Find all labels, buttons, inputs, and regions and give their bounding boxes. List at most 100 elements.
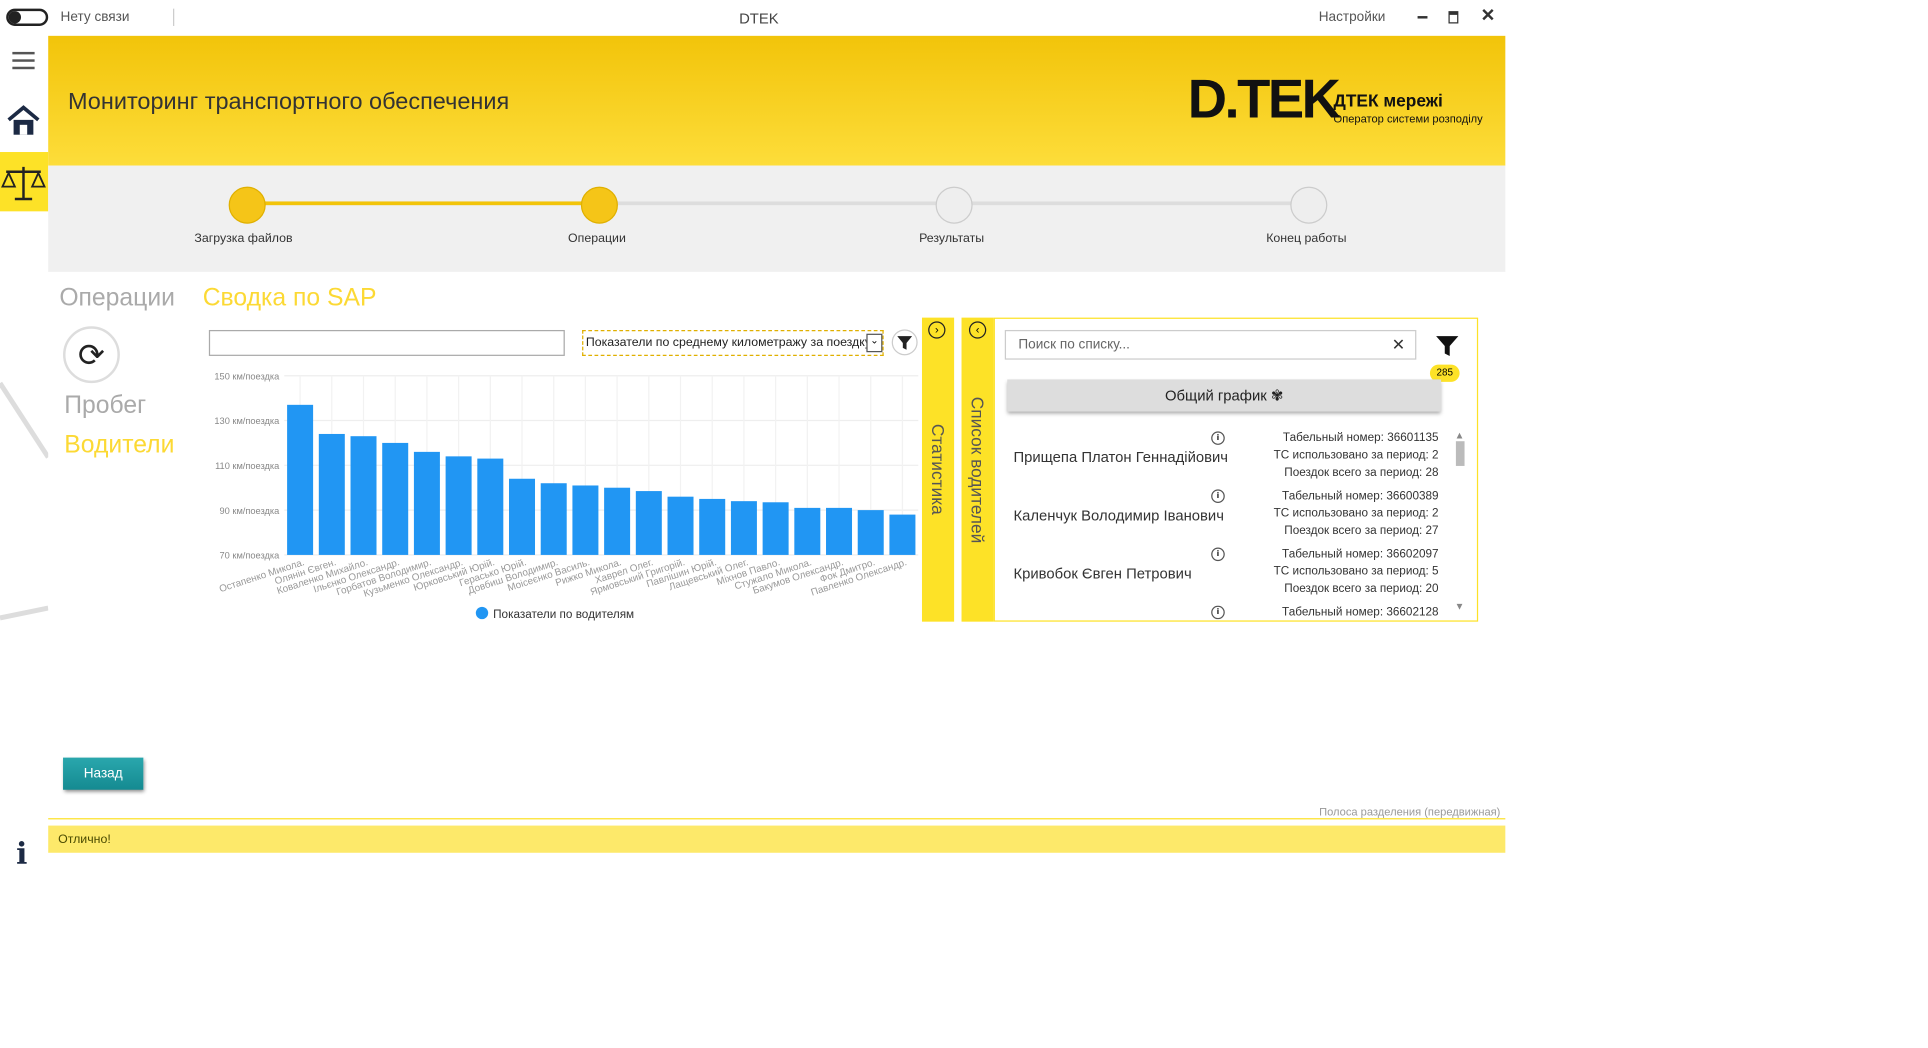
settings-button[interactable]: Настройки	[1318, 9, 1386, 25]
step-dot	[935, 186, 973, 224]
legend-label: Показатели по водителям	[493, 608, 634, 621]
bar	[604, 487, 631, 555]
close-button[interactable]: ✕	[1480, 4, 1496, 25]
count-badge: 285	[1429, 364, 1460, 382]
dropdown-value: Показатели по среднему километражу за по…	[585, 336, 872, 350]
expand-button[interactable]: ›	[928, 321, 946, 339]
bar	[794, 507, 821, 555]
decoration	[0, 381, 49, 621]
step-label: Операции	[568, 232, 626, 246]
y-tick-label: 110 км/поездка	[215, 461, 280, 471]
driver-tab: Табельный номер: 36602128	[1282, 605, 1439, 620]
info-button[interactable]: i	[16, 835, 28, 872]
dropdown-arrow[interactable]: ⌄	[866, 333, 883, 353]
scrollbar[interactable]: ▲ ▼	[1454, 430, 1465, 612]
y-tick-label: 150 км/поездка	[214, 371, 280, 381]
filter-button[interactable]	[891, 329, 918, 356]
search-input[interactable]: Поиск по списку... ✕	[1004, 329, 1417, 360]
dropdown[interactable]: Показатели по среднему километражу за по…	[582, 329, 884, 356]
clear-button[interactable]: ✕	[1391, 334, 1406, 354]
driver-tab: Табельный номер: 36600389	[1282, 489, 1439, 504]
connection-toggle[interactable]	[6, 8, 49, 26]
maximize-button[interactable]	[1448, 11, 1459, 24]
header	[48, 35, 1506, 166]
bar	[509, 478, 536, 555]
step-dot	[1290, 186, 1328, 224]
driver-name: Прищепа Платон Геннадійович	[1013, 448, 1229, 466]
y-tick-label: 90 км/поездка	[220, 506, 281, 516]
back-button[interactable]: Назад	[63, 757, 144, 790]
driver-tab: Табельный номер: 36601135	[1282, 431, 1439, 445]
brand-subtitle: Оператор системи розподілу	[1333, 112, 1483, 125]
step-dot	[580, 186, 618, 224]
status-text: Отлично!	[58, 832, 111, 847]
step-label: Загрузка файлов	[194, 232, 293, 246]
menu-button[interactable]	[12, 51, 35, 70]
driver-name: Каленчук Володимир Іванович	[1013, 506, 1224, 525]
driver-item[interactable]: i Каленчук Володимир Іванович Табельный но…	[1013, 489, 1439, 538]
drivers-panel[interactable]: Список водителей	[961, 317, 994, 622]
brand: ДТЕК мережі	[1333, 90, 1443, 110]
stats-panel-label: Статистика	[928, 424, 948, 516]
bar	[413, 451, 440, 555]
driver-tab: Табельный номер: 36602097	[1282, 547, 1439, 562]
splitter[interactable]	[48, 818, 1506, 820]
search-placeholder: Поиск по списку...	[1018, 337, 1130, 353]
window-title: DTEK	[739, 9, 779, 28]
bar	[762, 502, 789, 555]
bar	[540, 483, 567, 555]
stepper	[48, 165, 1506, 272]
drivers-list-panel: Поиск по списку... ✕ 285 Общий график ✾ ▲…	[993, 317, 1479, 622]
refresh-button[interactable]: ⟳	[63, 326, 120, 384]
driver-ts: ТС использовано за период: 2	[1273, 506, 1439, 521]
separator	[173, 8, 175, 26]
drivers-panel-label: Список водителей	[967, 396, 988, 543]
menu-item[interactable]: Пробег	[64, 391, 147, 419]
bar	[287, 404, 314, 555]
splitter-label: Полоса разделения (передвижная)	[1319, 805, 1501, 819]
tab[interactable]: Операции	[59, 284, 175, 312]
status-bar: Отлично!	[48, 825, 1506, 853]
bar	[635, 491, 662, 555]
common-chart-button[interactable]: Общий график ✾	[1007, 379, 1442, 412]
tab-active[interactable]: Сводка по SAP	[202, 284, 377, 312]
connection-status: Нету связи	[60, 9, 130, 25]
step-progress	[245, 201, 599, 206]
bar	[350, 436, 377, 555]
bar	[667, 496, 694, 555]
bar	[318, 433, 345, 555]
driver-item[interactable]: i Прищепа Платон Геннадійович Табельный но…	[1013, 431, 1439, 480]
stats-panel[interactable]: Статистика	[921, 317, 955, 622]
text-input[interactable]	[208, 329, 565, 356]
minimize-button[interactable]	[1417, 16, 1428, 19]
y-tick-label: 70 км/поездка	[220, 551, 281, 561]
driver-ts: ТС использовано за период: 5	[1273, 564, 1439, 579]
common-chart-label: Общий график	[1164, 386, 1267, 405]
step-track	[245, 201, 1308, 206]
back-label: Назад	[83, 766, 123, 782]
bar-chart: 70 км/поездка 90 км/поездка 110 км/поездка…	[214, 371, 919, 621]
header-title: Мониторинг транспортного обеспечения	[67, 88, 510, 115]
scales-button[interactable]	[0, 152, 49, 212]
bar	[382, 442, 409, 555]
collapse-button[interactable]: ‹	[968, 321, 987, 339]
bar	[857, 510, 884, 555]
bar	[730, 501, 757, 555]
menu-item-active[interactable]: Водители	[64, 431, 175, 459]
driver-ts: ТС использовано за период: 2	[1273, 448, 1439, 463]
driver-item[interactable]: i Табельный номер: 36602128	[1006, 605, 1441, 621]
y-tick-label: 130 км/поездка	[214, 416, 280, 426]
driver-item[interactable]: i Кривобок Євген Петрович Табельный номер:…	[1013, 547, 1439, 596]
driver-trips: Поездок всего за период: 20	[1284, 582, 1439, 596]
bar	[826, 507, 853, 555]
driver-trips: Поездок всего за период: 27	[1284, 524, 1439, 538]
step-label: Конец работы	[1266, 232, 1347, 246]
filter-button[interactable]	[1435, 334, 1460, 359]
legend-marker	[475, 606, 489, 620]
home-button[interactable]	[6, 105, 41, 137]
bar	[572, 485, 599, 555]
step-dot	[228, 186, 266, 224]
step-label: Результаты	[919, 232, 985, 246]
bar	[477, 458, 504, 555]
